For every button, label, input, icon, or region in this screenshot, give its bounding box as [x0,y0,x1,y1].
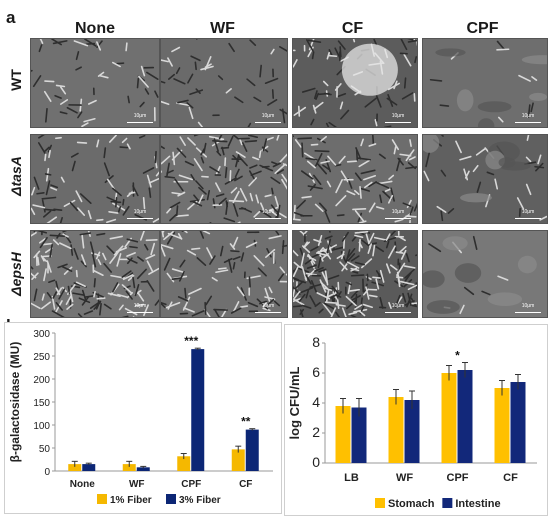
sem-image-tasa-cpf: 10μm [422,134,548,224]
row-header-tasa: ΔtasA [8,146,28,206]
sem-image-wt-cf: 10μm [292,38,418,128]
y-tick-label: 200 [33,375,50,386]
significance-marker: *** [184,334,198,348]
scale-bar: 10μm [385,113,411,123]
bar-intestine [405,400,420,463]
y-tick-label: 50 [39,444,51,455]
y-axis-label: β-galactosidase (MU) [8,342,22,463]
y-tick-label: 300 [33,329,50,340]
bar-stomach [495,388,510,463]
sem-image-epsh-none: 10μm [30,230,160,318]
scale-bar: 10μm [515,303,541,313]
y-axis-label: log CFU/mL [287,366,302,439]
scale-bar: 10μm [255,303,281,313]
chart-c-frame: 0 2 4 6 8 log CFU/mL LB WF CPF * CF Stomach Intestin… [284,324,548,516]
scale-bar: 10μm [255,113,281,123]
category-label: CF [503,472,518,484]
y-tick-label: 4 [312,394,320,410]
scale-bar: 10μm [515,113,541,123]
scale-bar: 10μm [127,303,153,313]
legend-swatch [442,498,452,508]
scale-bar: 10μm [515,209,541,219]
category-label: None [70,479,95,490]
legend-swatch [375,498,385,508]
sem-image-tasa-wf: 10μm [160,134,288,224]
sem-image-wt-cpf: 10μm [422,38,548,128]
y-tick-label: 0 [44,467,50,478]
y-tick-label: 0 [312,454,320,470]
column-header-wf: WF [160,20,285,38]
column-header-cf: CF [290,20,415,38]
bar-stomach [389,397,404,463]
beta-galactosidase-chart: 0 50 100 150 200 250 300 β-galactosidase (MU) No… [5,323,281,513]
legend-label: Intestine [455,498,500,510]
bar-3-fiber [246,430,259,471]
sem-image-epsh-cf: 10μm [292,230,418,318]
bar-3-fiber [82,464,95,471]
scale-bar: 10μm [127,113,153,123]
y-tick-label: 8 [312,334,320,350]
category-label: CPF [447,472,469,484]
category-label: WF [396,472,413,484]
bar-intestine [511,382,526,463]
legend-label: 1% Fiber [110,495,152,506]
y-tick-label: 250 [33,352,50,363]
y-tick-label: 100 [33,421,50,432]
scale-bar: 10μm [255,209,281,219]
significance-marker: * [455,349,460,363]
sem-image-wt-wf: 10μm [160,38,288,128]
column-header-none: None [30,20,160,38]
panel-a-letter: a [6,8,15,28]
column-header-cpf: CPF [420,20,545,38]
category-label: CPF [181,479,201,490]
bar-stomach [336,406,351,463]
sem-image-tasa-cf: 10μm [292,134,418,224]
significance-marker: ** [241,415,251,429]
y-tick-label: 150 [33,398,50,409]
log-cfu-chart: 0 2 4 6 8 log CFU/mL LB WF CPF * CF Stomach Intestin… [285,325,547,515]
category-label: LB [344,472,359,484]
scale-bar: 10μm [127,209,153,219]
bar-3-fiber [191,349,204,471]
bar-intestine [458,370,473,463]
legend-swatch [97,494,107,504]
category-label: CF [239,479,252,490]
sem-image-epsh-cpf: 10μm [422,230,548,318]
bar-1-fiber [232,449,245,471]
sem-image-wt-none: 10μm [30,38,160,128]
row-header-wt: WT [8,50,28,110]
sem-image-tasa-none: 10μm [30,134,160,224]
legend-swatch [166,494,176,504]
chart-b-frame: 0 50 100 150 200 250 300 β-galactosidase (MU) No… [4,322,282,514]
scale-bar: 10μm [385,209,411,219]
bar-stomach [442,373,457,463]
row-header-epsh: ΔepsH [8,244,28,304]
y-tick-label: 2 [312,424,320,440]
legend-label: Stomach [388,498,435,510]
scale-bar: 10μm [385,303,411,313]
category-label: WF [129,479,145,490]
y-tick-label: 6 [312,364,320,380]
sem-image-epsh-wf: 10μm [160,230,288,318]
legend-label: 3% Fiber [179,495,221,506]
